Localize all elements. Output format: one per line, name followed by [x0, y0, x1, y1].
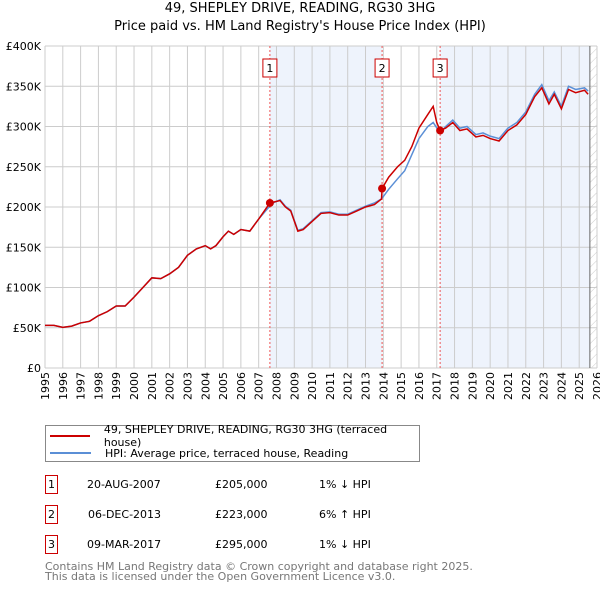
sale-badge: 1	[45, 475, 58, 494]
legend-swatch-hpi	[50, 452, 91, 454]
sale-price: £205,000	[215, 478, 268, 491]
sale-price: £295,000	[215, 538, 268, 551]
property-line	[45, 86, 589, 329]
sale-price: £223,000	[215, 508, 268, 521]
x-tick-label: 2023	[538, 372, 551, 400]
x-tick-label: 2022	[520, 372, 533, 400]
x-tick-label: 2019	[466, 372, 479, 400]
y-tick-label: £300K	[6, 121, 42, 134]
legend: 49, SHEPLEY DRIVE, READING, RG30 3HG (te…	[45, 423, 420, 462]
x-tick-label: 2004	[199, 372, 212, 400]
sale-date: 20-AUG-2007	[87, 478, 161, 491]
sale-marker-box	[374, 58, 390, 78]
x-tick-label: 2011	[324, 372, 337, 400]
sale-hpi: 6% ↑ HPI	[319, 508, 371, 521]
x-tick-label: 2005	[217, 372, 230, 400]
y-tick-label: £350K	[6, 80, 42, 93]
chart-subtitle: Price paid vs. HM Land Registry's House …	[114, 19, 486, 34]
sale-row-3: 3 09-MAR-2017 £295,000 1% ↓ HPI	[45, 535, 465, 555]
y-tick-label: £200K	[6, 201, 42, 214]
sale-marker-label: 2	[379, 62, 386, 75]
x-tick-label: 1997	[75, 372, 88, 400]
footer-copyright: Contains HM Land Registry data © Crown c…	[45, 560, 473, 573]
x-tick-label: 2014	[377, 372, 390, 400]
y-tick-label: £250K	[6, 161, 42, 174]
x-tick-label: 2015	[395, 372, 408, 400]
x-tick-label: 2010	[306, 372, 319, 400]
y-tick-label: £50K	[13, 322, 42, 335]
x-tick-label: 2018	[449, 372, 462, 400]
sale-row-2: 2 06-DEC-2013 £223,000 6% ↑ HPI	[45, 505, 465, 525]
x-tick-label: 2026	[591, 372, 600, 400]
sale-date: 09-MAR-2017	[87, 538, 162, 551]
x-tick-label: 2020	[484, 372, 497, 400]
sale-marker-box	[262, 58, 278, 78]
sale-marker-label: 3	[437, 62, 444, 75]
x-tick-label: 2002	[164, 372, 177, 400]
x-tick-label: 1995	[39, 372, 52, 400]
x-tick-label: 2013	[360, 372, 373, 400]
sale-point	[265, 198, 274, 207]
sale-hpi: 1% ↓ HPI	[319, 538, 371, 551]
sale-badge: 2	[45, 505, 58, 524]
x-tick-label: 2024	[555, 372, 568, 400]
x-tick-label: 1999	[110, 372, 123, 400]
x-tick-label: 2017	[431, 372, 444, 400]
sale-hpi: 1% ↓ HPI	[319, 478, 371, 491]
x-tick-label: 2009	[288, 372, 301, 400]
footer-licence: This data is licensed under the Open Gov…	[45, 570, 396, 583]
x-tick-label: 2003	[181, 372, 194, 400]
sale-point	[378, 184, 387, 193]
x-tick-label: 2025	[573, 372, 586, 400]
x-tick-label: 2012	[342, 372, 355, 400]
x-tick-label: 2021	[502, 372, 515, 400]
legend-label-property: 49, SHEPLEY DRIVE, READING, RG30 3HG (te…	[103, 423, 388, 449]
y-tick-label: £0	[27, 362, 41, 375]
x-tick-label: 2000	[128, 372, 141, 400]
chart-title: 49, SHEPLEY DRIVE, READING, RG30 3HG	[164, 1, 436, 16]
x-tick-label: 2001	[146, 372, 159, 400]
legend-label-hpi: HPI: Average price, terraced house, Read…	[105, 446, 349, 460]
x-tick-label: 2016	[413, 372, 426, 400]
x-tick-label: 2008	[270, 372, 283, 400]
x-tick-label: 1998	[92, 372, 105, 400]
y-tick-label: £400K	[6, 40, 42, 53]
price-chart: 1995 1996 1997 1998 1999 2000 2001 2002 2003 2004…	[6, 40, 600, 400]
sale-badge: 3	[45, 535, 58, 554]
sale-marker-label: 1	[266, 62, 273, 75]
x-tick-label: 2007	[253, 372, 266, 400]
sale-point	[436, 126, 445, 135]
sale-marker-box	[432, 58, 448, 78]
sale-row-1: 1 20-AUG-2007 £205,000 1% ↓ HPI	[45, 475, 465, 495]
legend-swatch-property	[50, 435, 90, 437]
sale-date: 06-DEC-2013	[88, 508, 162, 521]
x-tick-label: 2006	[235, 372, 248, 400]
y-tick-label: £100K	[6, 282, 42, 295]
y-tick-label: £150K	[6, 241, 42, 254]
x-tick-label: 1996	[57, 372, 70, 400]
